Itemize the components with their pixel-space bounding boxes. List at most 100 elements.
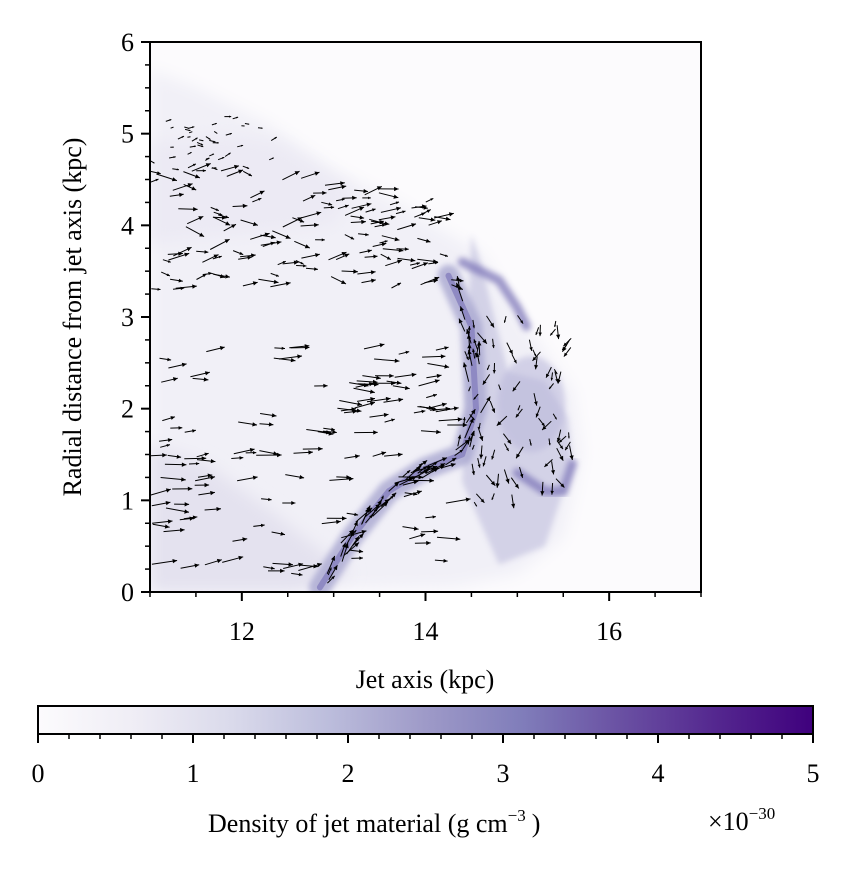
velocity-arrow bbox=[293, 450, 313, 455]
velocity-arrow bbox=[250, 232, 270, 240]
velocity-arrow bbox=[550, 372, 554, 381]
velocity-arrow bbox=[426, 373, 442, 379]
velocity-arrow bbox=[257, 127, 263, 129]
velocity-arrow bbox=[364, 254, 378, 259]
velocity-arrow bbox=[328, 184, 347, 191]
velocity-arrow bbox=[273, 357, 296, 363]
velocity-arrow bbox=[374, 358, 400, 363]
velocity-arrow bbox=[357, 270, 376, 275]
velocity-arrow bbox=[563, 337, 572, 347]
velocity-arrow bbox=[211, 122, 217, 126]
velocity-arrow bbox=[187, 126, 195, 129]
velocity-arrow bbox=[151, 559, 178, 565]
velocity-arrow bbox=[561, 344, 567, 351]
velocity-arrow bbox=[384, 452, 403, 457]
velocity-arrow bbox=[206, 346, 225, 353]
velocity-arrow bbox=[196, 141, 204, 146]
velocity-arrow bbox=[261, 497, 272, 502]
velocity-arrow bbox=[438, 417, 463, 422]
velocity-arrow bbox=[326, 555, 336, 574]
upper-lobe-density bbox=[150, 133, 352, 244]
velocity-arrow bbox=[225, 132, 232, 136]
colorbar-tick-label: 5 bbox=[807, 759, 820, 788]
velocity-arrow bbox=[428, 220, 443, 226]
velocity-arrow bbox=[413, 409, 426, 414]
velocity-arrow bbox=[322, 429, 337, 435]
velocity-arrow bbox=[223, 223, 237, 232]
velocity-arrow bbox=[420, 276, 440, 286]
velocity-arrow bbox=[191, 163, 211, 172]
velocity-arrow bbox=[459, 306, 466, 320]
velocity-arrow bbox=[253, 523, 265, 528]
velocity-arrow bbox=[386, 380, 402, 385]
velocity-arrow bbox=[150, 488, 171, 496]
velocity-arrow bbox=[323, 427, 336, 432]
velocity-arrow bbox=[503, 469, 510, 484]
velocity-arrow bbox=[361, 278, 376, 284]
velocity-arrow bbox=[353, 387, 375, 394]
velocity-arrow bbox=[159, 357, 172, 362]
velocity-arrow bbox=[213, 273, 230, 279]
velocity-arrow bbox=[161, 377, 178, 383]
velocity-arrow bbox=[296, 264, 307, 268]
velocity-arrow bbox=[517, 405, 521, 411]
velocity-arrow bbox=[434, 558, 448, 563]
velocity-arrow bbox=[212, 255, 222, 260]
velocity-arrow bbox=[473, 339, 478, 350]
velocity-arrow bbox=[554, 320, 557, 328]
velocity-arrow bbox=[298, 562, 323, 571]
velocity-arrow bbox=[232, 250, 244, 256]
velocity-arrow bbox=[192, 377, 209, 382]
velocity-arrow bbox=[362, 375, 381, 380]
velocity-arrow bbox=[270, 136, 278, 142]
y-tick-label: 4 bbox=[121, 211, 134, 240]
velocity-arrow bbox=[180, 563, 200, 569]
velocity-arrow bbox=[187, 151, 192, 155]
velocity-arrow bbox=[336, 198, 345, 202]
velocity-arrow bbox=[314, 383, 328, 388]
velocity-arrow bbox=[479, 445, 484, 459]
colorbar-tick-label: 3 bbox=[497, 759, 510, 788]
velocity-arrow bbox=[241, 125, 245, 127]
velocity-arrow bbox=[242, 165, 250, 169]
velocity-arrow bbox=[250, 190, 265, 199]
velocity-arrow bbox=[165, 507, 190, 514]
velocity-arrow bbox=[189, 145, 196, 148]
colorbar-scale-factor: ×10−30 bbox=[708, 804, 775, 836]
velocity-arrow bbox=[534, 356, 539, 370]
velocity-arrow bbox=[409, 533, 426, 540]
velocity-arrow bbox=[532, 351, 541, 362]
velocity-arrow bbox=[165, 119, 172, 122]
velocity-arrow bbox=[498, 384, 502, 391]
velocity-arrow bbox=[567, 432, 570, 439]
velocity-arrow bbox=[553, 369, 558, 375]
velocity-arrow bbox=[196, 452, 209, 458]
velocity-arrow bbox=[183, 171, 201, 179]
velocity-arrow bbox=[268, 568, 285, 573]
velocity-arrow bbox=[209, 139, 216, 143]
velocity-arrow bbox=[477, 457, 481, 468]
velocity-arrow bbox=[302, 194, 316, 202]
upper-clump-density bbox=[457, 257, 531, 331]
velocity-arrow bbox=[315, 238, 325, 242]
x-axis-label: Jet axis (kpc) bbox=[356, 665, 495, 694]
velocity-arrow bbox=[210, 206, 219, 212]
velocity-arrow bbox=[187, 136, 191, 138]
velocity-arrow bbox=[340, 407, 357, 412]
colorbar-tick-label: 2 bbox=[342, 759, 355, 788]
velocity-arrow bbox=[294, 240, 310, 249]
velocity-arrow bbox=[372, 451, 387, 457]
velocity-arrow bbox=[159, 438, 173, 443]
velocity-arrow bbox=[245, 451, 257, 455]
velocity-arrow bbox=[421, 529, 439, 534]
velocity-arrow bbox=[373, 381, 396, 386]
colorbar-label: Density of jet material (g cm−3) bbox=[208, 806, 540, 838]
velocity-arrow bbox=[184, 128, 191, 132]
velocity-arrow bbox=[404, 492, 418, 496]
velocity-arrow bbox=[418, 217, 436, 222]
velocity-arrow bbox=[462, 417, 466, 427]
velocity-arrow bbox=[335, 253, 350, 261]
velocity-arrow bbox=[341, 269, 358, 274]
velocity-arrow bbox=[351, 556, 364, 560]
